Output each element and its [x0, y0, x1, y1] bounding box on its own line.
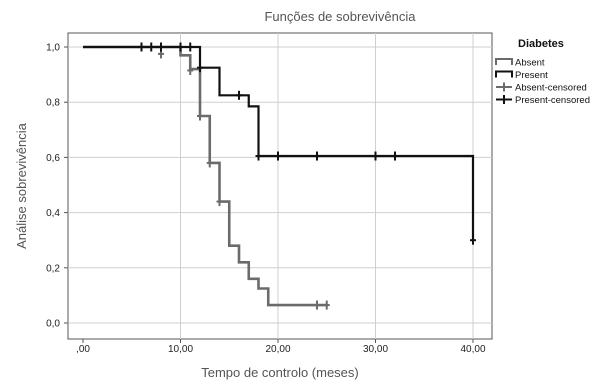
series-lines [83, 45, 475, 307]
y-tick-label: 0,6 [46, 153, 60, 164]
legend-entry: Present-censored [496, 95, 590, 106]
y-axis-title: Análise sobrevivência [14, 122, 29, 249]
censor-mark-present [138, 42, 145, 52]
chart-title: Funções de sobrevivência [264, 9, 416, 24]
plot-frame [67, 32, 493, 340]
y-tick-label: 0,4 [46, 208, 60, 219]
legend-swatch-line [495, 58, 513, 65]
censor-mark-present [275, 151, 281, 161]
series-line-absent [83, 45, 327, 307]
censor-mark-present [255, 151, 262, 161]
grid-lines [68, 33, 492, 339]
censor-mark-present [470, 235, 476, 245]
x-axis-title: Tempo de controlo (meses) [201, 365, 359, 380]
censor-mark-absent [187, 65, 194, 75]
censor-mark-present [158, 42, 164, 52]
x-tick-label: 20,00 [265, 344, 290, 355]
legend-swatch-line [495, 70, 513, 78]
legend-entry: Absent [495, 58, 545, 69]
censor-mark-absent [323, 300, 330, 310]
censor-mark-absent [314, 300, 320, 310]
censor-mark-present [148, 42, 155, 52]
legend-title: Diabetes [518, 38, 564, 50]
y-tick-label: 0,0 [46, 319, 60, 330]
legend-entry: Absent-censored [496, 82, 587, 94]
y-tick-label: 0,2 [46, 263, 60, 274]
x-tick-label: 10,00 [168, 344, 193, 355]
x-tick-label: ,00 [76, 344, 90, 355]
censor-mark-present [314, 151, 320, 161]
censor-mark-absent [197, 111, 203, 121]
y-tick-label: 1,0 [46, 43, 60, 54]
legend-label: Present-censored [515, 95, 590, 106]
y-tick-label: 0,8 [46, 98, 60, 109]
censor-mark-present [177, 42, 184, 52]
censor-mark-present [187, 42, 194, 52]
censor-mark-present [197, 63, 203, 73]
axis-ticks: ,00 10,00 20,00 30,00 40,00 0,0 0,2 0,4 0,6 0,8 1,… [46, 43, 486, 356]
series-line-present [83, 45, 475, 241]
censor-markers [138, 42, 476, 310]
censor-mark-present [392, 151, 398, 161]
censor-mark-present [236, 90, 242, 100]
x-tick-label: 40,00 [460, 344, 485, 355]
censor-mark-absent [206, 158, 213, 168]
legend-entry: Present [495, 70, 548, 81]
legend-label: Absent [515, 58, 545, 69]
x-tick-label: 30,00 [363, 344, 388, 355]
legend-label: Absent-censored [515, 83, 587, 94]
censor-mark-absent [216, 197, 223, 207]
legend-label: Present [515, 70, 548, 81]
censor-mark-present [372, 151, 379, 161]
